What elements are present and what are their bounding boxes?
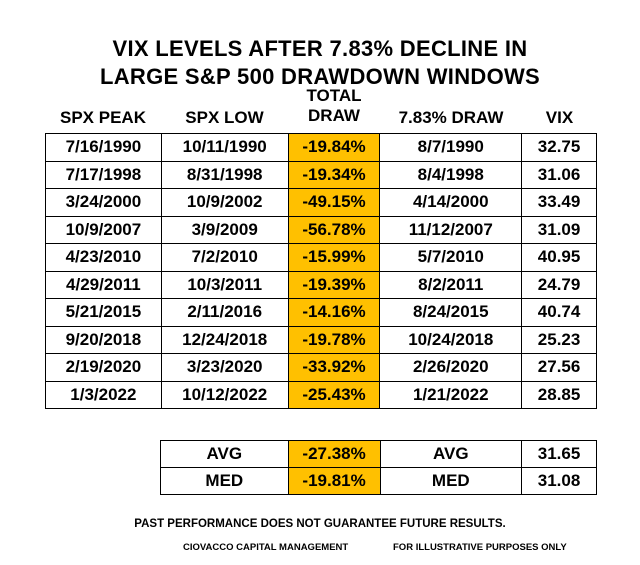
cell-draw-783-date: 8/7/1990	[379, 133, 523, 162]
cell-stat-total-draw: -27.38%	[287, 440, 381, 468]
cell-vix: 33.49	[521, 188, 597, 217]
cell-draw-783-date: 10/24/2018	[379, 325, 523, 354]
header-783-draw: 7.83% DRAW	[398, 108, 504, 127]
cell-draw-783-date: 5/7/2010	[379, 243, 523, 272]
cell-spx-low: 10/9/2002	[160, 188, 289, 217]
cell-spx-low: 12/24/2018	[160, 325, 289, 354]
cell-vix: 32.75	[521, 133, 597, 162]
cell-vix: 40.95	[521, 243, 597, 272]
cell-spx-low: 10/12/2022	[160, 380, 289, 409]
table-row: 9/20/2018 12/24/2018 -19.78% 10/24/2018 25.2…	[45, 325, 597, 354]
table-row: 10/9/2007 3/9/2009 -56.78% 11/12/2007 31.09	[45, 215, 597, 244]
cell-spx-peak: 4/23/2010	[45, 243, 162, 272]
header-spx-low: SPX LOW	[185, 108, 264, 127]
cell-total-draw: -19.34%	[287, 160, 381, 189]
summary-table: AVG -27.38% AVG 31.65 MED -19.81% MED 31.08	[160, 440, 597, 495]
header-total-draw: TOTAL DRAW	[306, 86, 362, 125]
cell-vix: 31.06	[521, 160, 597, 189]
drawdown-table: 7/16/1990 10/11/1990 -19.84% 8/7/1990 32.75 7…	[45, 133, 597, 409]
cell-spx-peak: 4/29/2011	[45, 270, 162, 299]
cell-spx-low: 8/31/1998	[160, 160, 289, 189]
table-row: 7/17/1998 8/31/1998 -19.34% 8/4/1998 31.06	[45, 160, 597, 189]
table-row: 7/16/1990 10/11/1990 -19.84% 8/7/1990 32.75	[45, 133, 597, 162]
cell-total-draw: -25.43%	[287, 380, 381, 409]
table-row: 4/23/2010 7/2/2010 -15.99% 5/7/2010 40.95	[45, 243, 597, 272]
cell-stat-total-draw: -19.81%	[287, 467, 381, 495]
header-spx-peak: SPX PEAK	[60, 108, 146, 127]
cell-spx-peak: 1/3/2022	[45, 380, 162, 409]
cell-spx-peak: 9/20/2018	[45, 325, 162, 354]
table-row: 4/29/2011 10/3/2011 -19.39% 8/2/2011 24.79	[45, 270, 597, 299]
illustrative-note: FOR ILLUSTRATIVE PURPOSES ONLY	[393, 542, 567, 553]
cell-vix: 24.79	[521, 270, 597, 299]
title-line-1: VIX LEVELS AFTER 7.83% DECLINE IN	[112, 36, 528, 61]
cell-spx-peak: 10/9/2007	[45, 215, 162, 244]
cell-spx-low: 7/2/2010	[160, 243, 289, 272]
cell-spx-low: 2/11/2016	[160, 298, 289, 327]
cell-total-draw: -19.39%	[287, 270, 381, 299]
table-row: 3/24/2000 10/9/2002 -49.15% 4/14/2000 33.49	[45, 188, 597, 217]
cell-draw-783-date: 1/21/2022	[379, 380, 523, 409]
table-row: 2/19/2020 3/23/2020 -33.92% 2/26/2020 27.56	[45, 353, 597, 382]
cell-draw-783-date: 11/12/2007	[379, 215, 523, 244]
cell-spx-low: 3/23/2020	[160, 353, 289, 382]
title-line-2: LARGE S&P 500 DRAWDOWN WINDOWS	[99, 64, 541, 89]
cell-stat-label: MED	[160, 467, 289, 495]
cell-stat-label-2: AVG	[379, 440, 523, 468]
cell-stat-label: AVG	[160, 440, 289, 468]
cell-total-draw: -19.78%	[287, 325, 381, 354]
company-name: CIOVACCO CAPITAL MANAGEMENT	[183, 542, 349, 553]
header-vix: VIX	[545, 108, 574, 127]
cell-draw-783-date: 8/24/2015	[379, 298, 523, 327]
table-row: 1/3/2022 10/12/2022 -25.43% 1/21/2022 28.85	[45, 380, 597, 409]
cell-vix: 28.85	[521, 380, 597, 409]
cell-spx-low: 10/3/2011	[160, 270, 289, 299]
cell-spx-peak: 2/19/2020	[45, 353, 162, 382]
cell-draw-783-date: 8/4/1998	[379, 160, 523, 189]
cell-total-draw: -56.78%	[287, 215, 381, 244]
cell-vix: 27.56	[521, 353, 597, 382]
cell-total-draw: -49.15%	[287, 188, 381, 217]
cell-vix: 40.74	[521, 298, 597, 327]
cell-stat-label-2: MED	[379, 467, 523, 495]
cell-total-draw: -19.84%	[287, 133, 381, 162]
cell-draw-783-date: 4/14/2000	[379, 188, 523, 217]
cell-spx-peak: 3/24/2000	[45, 188, 162, 217]
cell-stat-vix: 31.65	[521, 440, 597, 468]
cell-total-draw: -33.92%	[287, 353, 381, 382]
disclaimer: PAST PERFORMANCE DOES NOT GUARANTEE FUTU…	[134, 518, 506, 530]
cell-draw-783-date: 8/2/2011	[379, 270, 523, 299]
cell-spx-peak: 7/17/1998	[45, 160, 162, 189]
cell-vix: 25.23	[521, 325, 597, 354]
cell-total-draw: -15.99%	[287, 243, 381, 272]
cell-spx-peak: 7/16/1990	[45, 133, 162, 162]
table-row: 5/21/2015 2/11/2016 -14.16% 8/24/2015 40.74	[45, 298, 597, 327]
summary-row: MED -19.81% MED 31.08	[160, 467, 597, 495]
cell-stat-vix: 31.08	[521, 467, 597, 495]
cell-spx-low: 3/9/2009	[160, 215, 289, 244]
cell-vix: 31.09	[521, 215, 597, 244]
summary-row: AVG -27.38% AVG 31.65	[160, 440, 597, 468]
cell-draw-783-date: 2/26/2020	[379, 353, 523, 382]
cell-total-draw: -14.16%	[287, 298, 381, 327]
cell-spx-peak: 5/21/2015	[45, 298, 162, 327]
cell-spx-low: 10/11/1990	[160, 133, 289, 162]
